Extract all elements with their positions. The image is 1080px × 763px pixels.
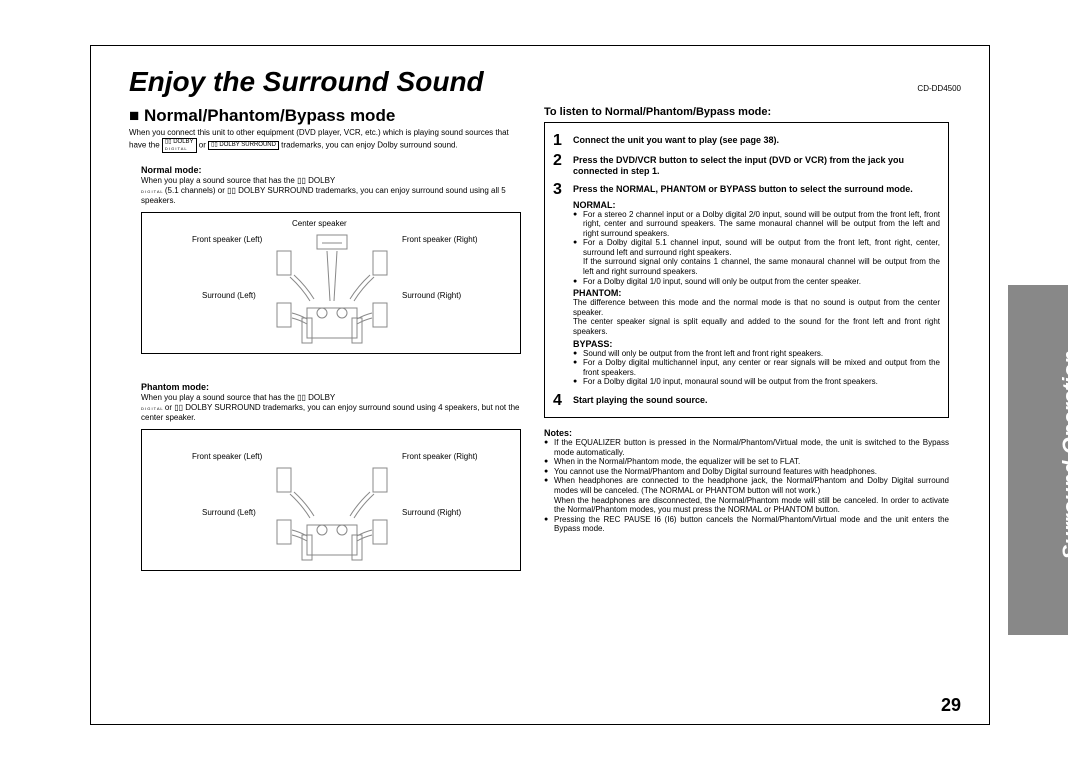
phantom-mode-diagram: Front speaker (Left) Front speaker (Righ… (141, 429, 521, 571)
note-continuation: When the headphones are disconnected, th… (544, 496, 949, 515)
bullet-item: For a Dolby digital 1/0 input, sound wil… (573, 277, 940, 287)
notes-list: If the EQUALIZER button is pressed in th… (544, 438, 949, 534)
bypass-sub-heading: BYPASS: (573, 339, 940, 349)
normal-mode-heading: Normal mode: (141, 165, 524, 175)
note-item: If the EQUALIZER button is pressed in th… (544, 438, 949, 457)
section-heading: Normal/Phantom/Bypass mode (129, 106, 524, 126)
bullet-item: Sound will only be output from the front… (573, 349, 940, 359)
normal-bullets: For a stereo 2 channel input or a Dolby … (573, 210, 940, 258)
normal-mode-desc: When you play a sound source that has th… (141, 176, 524, 206)
bullet-item: For a stereo 2 channel input or a Dolby … (573, 210, 940, 239)
note-item: When in the Normal/Phantom mode, the equ… (544, 457, 949, 467)
normal-sub-heading: NORMAL: (573, 200, 940, 210)
right-heading: To listen to Normal/Phantom/Bypass mode: (544, 106, 949, 118)
dolby-surround-badge: ▯▯ DOLBY SURROUND (227, 186, 313, 195)
step-2: 2 Press the DVD/VCR button to select the… (553, 153, 940, 178)
note-item: When headphones are connected to the hea… (544, 476, 949, 495)
speaker-diagram-icon (142, 430, 522, 572)
phantom-desc-2: The center speaker signal is split equal… (573, 317, 940, 336)
step-number: 1 (553, 133, 567, 149)
steps-box: 1 Connect the unit you want to play (see… (544, 122, 949, 418)
step-number: 2 (553, 153, 567, 178)
phantom-desc: The difference between this mode and the… (573, 298, 940, 317)
left-column: Normal/Phantom/Bypass mode When you conn… (129, 106, 524, 571)
step-text: Connect the unit you want to play (see p… (573, 133, 779, 149)
step-3: 3 Press the NORMAL, PHANTOM or BYPASS bu… (553, 182, 940, 198)
dolby-surround-badge: ▯▯ DOLBY SURROUND (208, 141, 279, 150)
phantom-mode-desc: When you play a sound source that has th… (141, 393, 524, 423)
bypass-bullets: Sound will only be output from the front… (573, 349, 940, 387)
intro-text: When you connect this unit to other equi… (129, 128, 524, 153)
page-title: Enjoy the Surround Sound (129, 66, 484, 98)
model-number: CD-DD4500 (917, 84, 961, 93)
bullet-item: For a Dolby digital multichannel input, … (573, 358, 940, 377)
page-number: 29 (941, 695, 961, 716)
dolby-surround-badge: ▯▯ DOLBY SURROUND (174, 403, 260, 412)
dolby-digital-badge: ▯▯ DOLBYD I G I T A L (162, 138, 197, 153)
speaker-diagram-icon (142, 213, 522, 355)
right-column: To listen to Normal/Phantom/Bypass mode:… (544, 106, 949, 571)
step-text: Press the NORMAL, PHANTOM or BYPASS butt… (573, 182, 913, 198)
normal-mode-diagram: Center speaker Front speaker (Left) Fron… (141, 212, 521, 354)
bullet-item: For a Dolby digital 1/0 input, monaural … (573, 377, 940, 387)
side-tab: Surround Operation – Enjoy the Surround … (1008, 285, 1068, 635)
notes-heading: Notes: (544, 428, 949, 438)
step-text: Start playing the sound source. (573, 393, 708, 409)
step-text: Press the DVD/VCR button to select the i… (573, 153, 940, 178)
bullet-item: For a Dolby digital 5.1 channel input, s… (573, 238, 940, 257)
manual-page: Enjoy the Surround Sound CD-DD4500 Norma… (90, 45, 990, 725)
normal-bullets-2: For a Dolby digital 1/0 input, sound wil… (573, 277, 940, 287)
note-item: You cannot use the Normal/Phantom and Do… (544, 467, 949, 477)
step-4: 4 Start playing the sound source. (553, 393, 940, 409)
phantom-mode-heading: Phantom mode: (141, 382, 524, 392)
step-number: 3 (553, 182, 567, 198)
bullet-continuation: If the surround signal only contains 1 c… (583, 257, 940, 276)
note-item: Pressing the REC PAUSE I6 (I6) button ca… (544, 515, 949, 534)
intro-part2: trademarks, you can enjoy Dolby surround… (279, 141, 458, 150)
phantom-sub-heading: PHANTOM: (573, 288, 940, 298)
step-number: 4 (553, 393, 567, 409)
side-tab-title: Surround Operation (1058, 285, 1080, 625)
step-1: 1 Connect the unit you want to play (see… (553, 133, 940, 149)
